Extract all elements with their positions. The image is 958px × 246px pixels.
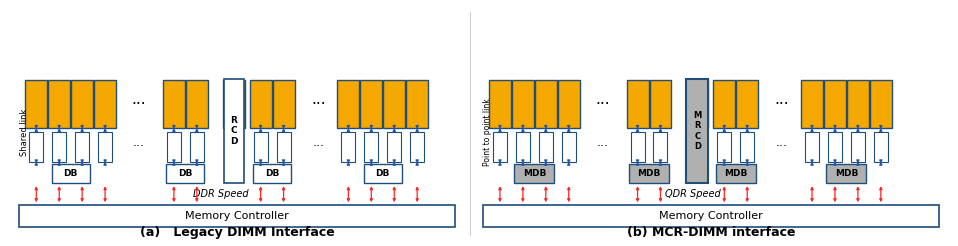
Bar xyxy=(98,132,112,162)
Bar xyxy=(627,80,649,128)
Bar xyxy=(686,78,708,183)
Bar xyxy=(714,80,735,128)
Bar xyxy=(512,80,534,128)
Text: ···: ··· xyxy=(312,140,325,153)
Bar xyxy=(489,80,511,128)
Bar xyxy=(805,132,819,162)
Bar xyxy=(337,80,359,128)
Bar xyxy=(535,80,557,128)
Bar xyxy=(30,132,43,162)
Text: DB: DB xyxy=(63,169,78,178)
Bar xyxy=(19,205,455,227)
Bar xyxy=(629,164,669,183)
Bar xyxy=(341,132,355,162)
Bar xyxy=(847,80,869,128)
Text: ···: ··· xyxy=(131,97,147,112)
Bar xyxy=(653,132,668,162)
Bar xyxy=(52,164,90,183)
Bar xyxy=(25,80,47,128)
Bar xyxy=(387,132,401,162)
Bar xyxy=(741,132,754,162)
Bar xyxy=(410,132,424,162)
Text: (b) MCR-DIMM interface: (b) MCR-DIMM interface xyxy=(627,226,795,239)
Bar xyxy=(824,80,846,128)
Text: DDR Speed: DDR Speed xyxy=(193,189,248,199)
Bar xyxy=(801,80,823,128)
Bar xyxy=(167,164,204,183)
Text: Point to point link: Point to point link xyxy=(484,98,492,166)
Bar xyxy=(254,132,267,162)
Text: MDB: MDB xyxy=(637,169,661,178)
Text: MDB: MDB xyxy=(834,169,858,178)
Bar xyxy=(364,132,378,162)
Bar xyxy=(870,80,892,128)
Text: Memory Controller: Memory Controller xyxy=(185,211,289,221)
Bar xyxy=(406,80,428,128)
Text: ···: ··· xyxy=(311,97,326,112)
Bar xyxy=(483,205,939,227)
Text: DB: DB xyxy=(376,169,390,178)
Bar xyxy=(650,80,672,128)
Text: DB: DB xyxy=(178,169,193,178)
Bar xyxy=(737,80,758,128)
Bar xyxy=(493,132,507,162)
Bar xyxy=(75,132,89,162)
Bar xyxy=(277,132,290,162)
Text: ···: ··· xyxy=(595,97,610,112)
Text: ···: ··· xyxy=(597,140,608,153)
Bar xyxy=(364,164,401,183)
Bar xyxy=(94,80,116,128)
Text: MDB: MDB xyxy=(523,169,546,178)
Bar xyxy=(71,80,93,128)
Bar xyxy=(250,80,272,128)
Text: DB: DB xyxy=(265,169,280,178)
Bar xyxy=(516,132,530,162)
Bar xyxy=(383,80,405,128)
Bar xyxy=(514,164,555,183)
Bar xyxy=(558,80,580,128)
Bar xyxy=(186,80,208,128)
Text: M
R
C
D: M R C D xyxy=(694,111,701,151)
Bar xyxy=(686,80,708,128)
Text: ···: ··· xyxy=(775,97,789,112)
Bar xyxy=(163,80,185,128)
Bar xyxy=(273,80,294,128)
Text: Shared link: Shared link xyxy=(20,108,29,155)
Bar xyxy=(223,80,244,128)
Text: (a)   Legacy DIMM Interface: (a) Legacy DIMM Interface xyxy=(140,226,334,239)
Bar xyxy=(561,132,576,162)
Bar xyxy=(828,132,842,162)
Bar xyxy=(48,80,70,128)
Text: MDB: MDB xyxy=(724,169,747,178)
Bar xyxy=(53,132,66,162)
Bar xyxy=(360,80,382,128)
Bar xyxy=(630,132,645,162)
Bar xyxy=(224,78,243,183)
Bar xyxy=(167,132,181,162)
Text: QDR Speed: QDR Speed xyxy=(665,189,720,199)
Bar xyxy=(253,164,291,183)
Text: Memory Controller: Memory Controller xyxy=(659,211,763,221)
Bar xyxy=(827,164,866,183)
Bar xyxy=(716,164,756,183)
Bar xyxy=(718,132,731,162)
Bar xyxy=(851,132,865,162)
Bar xyxy=(874,132,888,162)
Text: ···: ··· xyxy=(133,140,145,153)
Text: R
C
D: R C D xyxy=(230,116,238,146)
Bar xyxy=(190,132,204,162)
Text: ···: ··· xyxy=(776,140,788,153)
Bar xyxy=(538,132,553,162)
